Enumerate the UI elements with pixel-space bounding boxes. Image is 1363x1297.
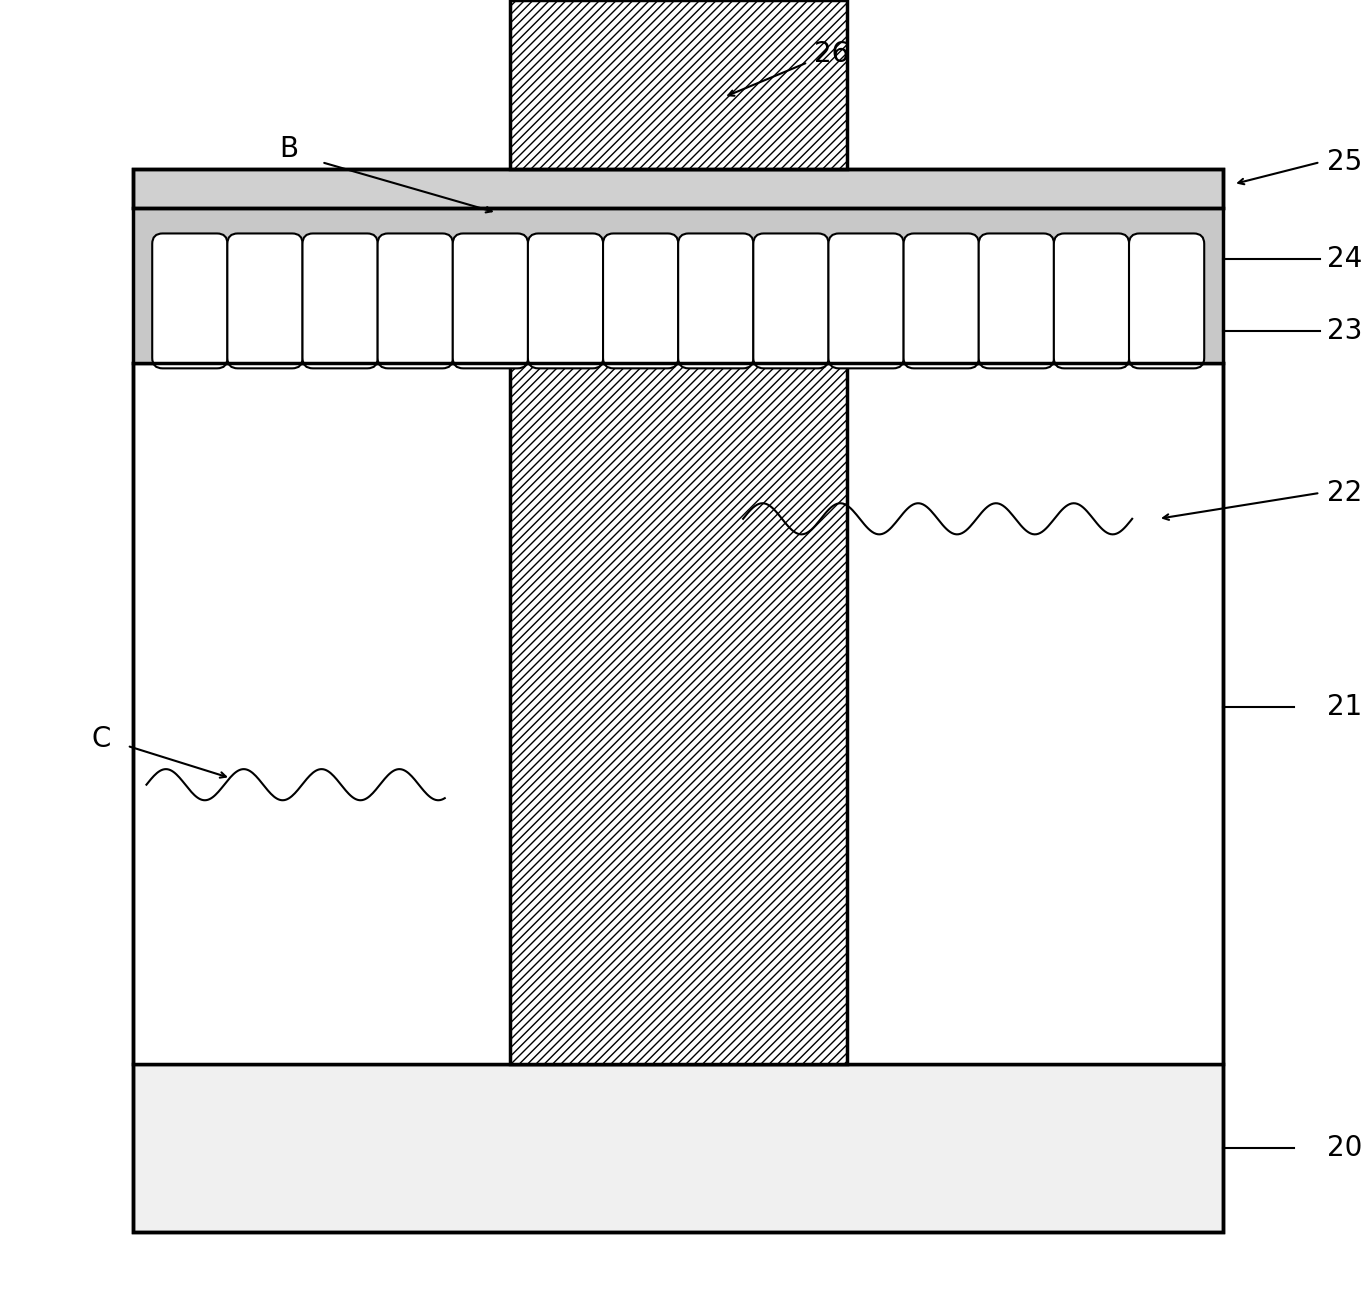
FancyBboxPatch shape	[979, 233, 1054, 368]
Text: B: B	[279, 135, 298, 163]
Bar	[510, 363, 846, 1064]
Text: 24: 24	[1326, 245, 1362, 274]
FancyBboxPatch shape	[1054, 233, 1129, 368]
Text: 21: 21	[1326, 693, 1362, 721]
Text: 20: 20	[1326, 1134, 1362, 1162]
Bar	[134, 169, 1223, 208]
FancyBboxPatch shape	[228, 233, 303, 368]
Bar	[134, 208, 1223, 363]
Bar	[134, 363, 1223, 1064]
FancyBboxPatch shape	[754, 233, 829, 368]
FancyBboxPatch shape	[453, 233, 527, 368]
Text: 25: 25	[1326, 148, 1362, 176]
Bar	[134, 169, 1223, 1232]
FancyBboxPatch shape	[153, 233, 228, 368]
Text: 26: 26	[815, 40, 849, 69]
Bar	[134, 1064, 1223, 1232]
FancyBboxPatch shape	[602, 233, 679, 368]
FancyBboxPatch shape	[303, 233, 378, 368]
FancyBboxPatch shape	[527, 233, 604, 368]
FancyBboxPatch shape	[378, 233, 453, 368]
FancyBboxPatch shape	[829, 233, 904, 368]
Bar	[510, 0, 846, 169]
FancyBboxPatch shape	[1129, 233, 1205, 368]
FancyBboxPatch shape	[679, 233, 754, 368]
Text: 23: 23	[1326, 316, 1362, 345]
Text: C: C	[91, 725, 110, 754]
Text: 22: 22	[1326, 479, 1362, 507]
FancyBboxPatch shape	[904, 233, 979, 368]
